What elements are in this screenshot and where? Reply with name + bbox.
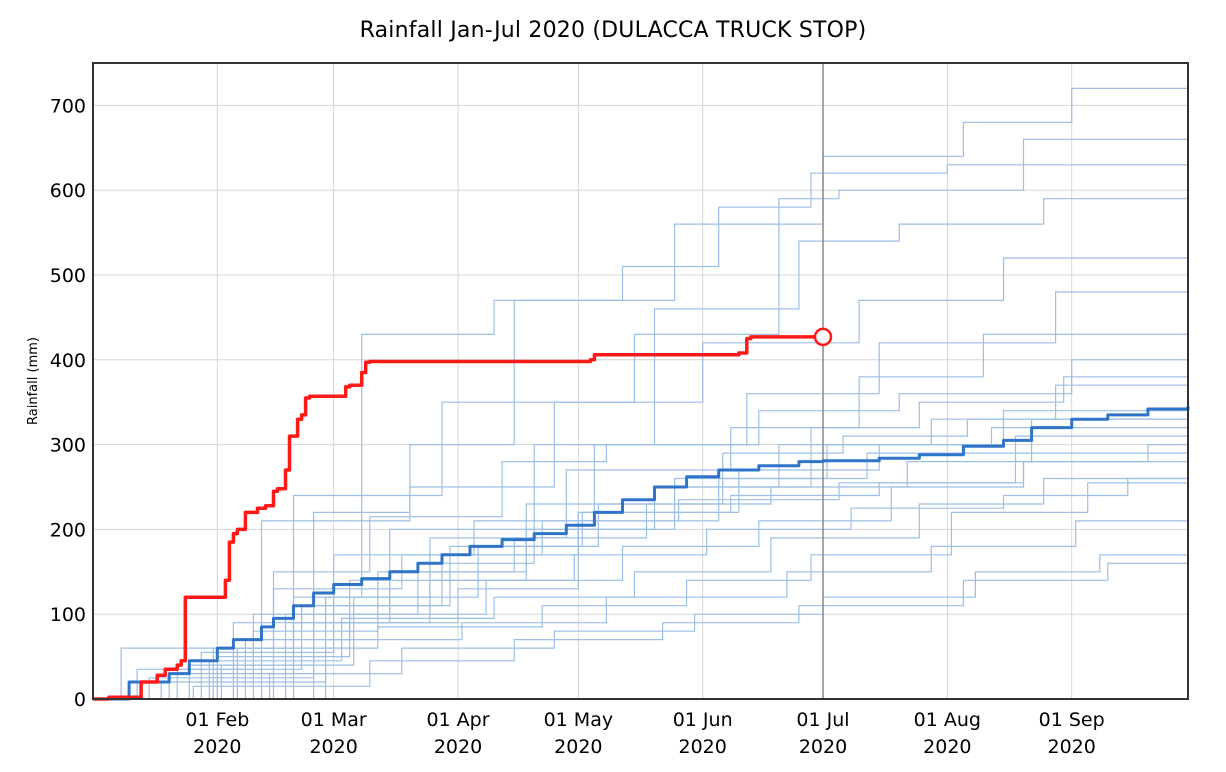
current-year-rainfall-line [93,335,819,701]
historical-year-line [93,364,1189,700]
y-tick-label: 0 [74,689,86,711]
axis-layer: 0 100 200 300 400 500 600 700 01 Feb 2020 01 Mar 20… [26,95,1105,758]
x-tick-year-label: 2020 [309,736,357,758]
x-tick-label: 01 Aug [914,709,981,731]
x-tick-label: 01 Apr [426,709,489,731]
x-tick-year-label: 2020 [678,736,726,758]
historical-year-line [93,542,1189,700]
x-tick-label: 01 Feb [185,709,249,731]
historical-year-line [93,495,1189,700]
chart-title: Rainfall Jan-Jul 2020 (DULACCA TRUCK STO… [359,18,867,43]
x-tick-label: 01 Jun [673,709,733,731]
y-tick-label: 500 [50,265,86,287]
historical-year-line [93,406,1189,700]
historical-year-line [93,113,1189,700]
x-tick-label: 01 Sep [1039,709,1105,731]
x-tick-label: 01 May [544,709,614,731]
historical-year-line [93,304,1189,700]
current-total-marker[interactable] [813,327,833,347]
x-tick-year-label: 2020 [193,736,241,758]
x-tick-label: 01 Mar [301,709,367,731]
historical-year-line [93,550,1189,700]
main-series-layer [93,327,1190,701]
y-axis-label: Rainfall (mm) [26,337,41,425]
y-tick-label: 300 [50,435,86,457]
y-tick-label: 400 [50,350,86,372]
x-tick-year-label: 2020 [923,736,971,758]
plot-frame [92,62,1189,700]
historical-year-line [93,465,1189,700]
y-tick-label: 200 [50,519,86,541]
y-tick-label: 100 [50,604,86,626]
historical-year-line [93,351,1189,700]
x-tick-year-label: 2020 [1048,736,1096,758]
historical-series-layer [93,63,1189,700]
y-tick-label: 700 [50,95,86,117]
historical-year-line [93,186,1189,700]
x-tick-year-label: 2020 [554,736,602,758]
x-tick-label: 01 Jul [796,709,849,731]
historical-year-line [93,436,1189,700]
historical-year-line [93,376,1189,700]
historical-year-line [93,402,1189,700]
historical-year-line [93,474,1189,700]
x-tick-year-label: 2020 [799,736,847,758]
y-tick-label: 600 [50,180,86,202]
historical-year-line [93,156,1189,700]
median-rainfall-line [93,406,1190,701]
x-tick-year-label: 2020 [434,736,482,758]
